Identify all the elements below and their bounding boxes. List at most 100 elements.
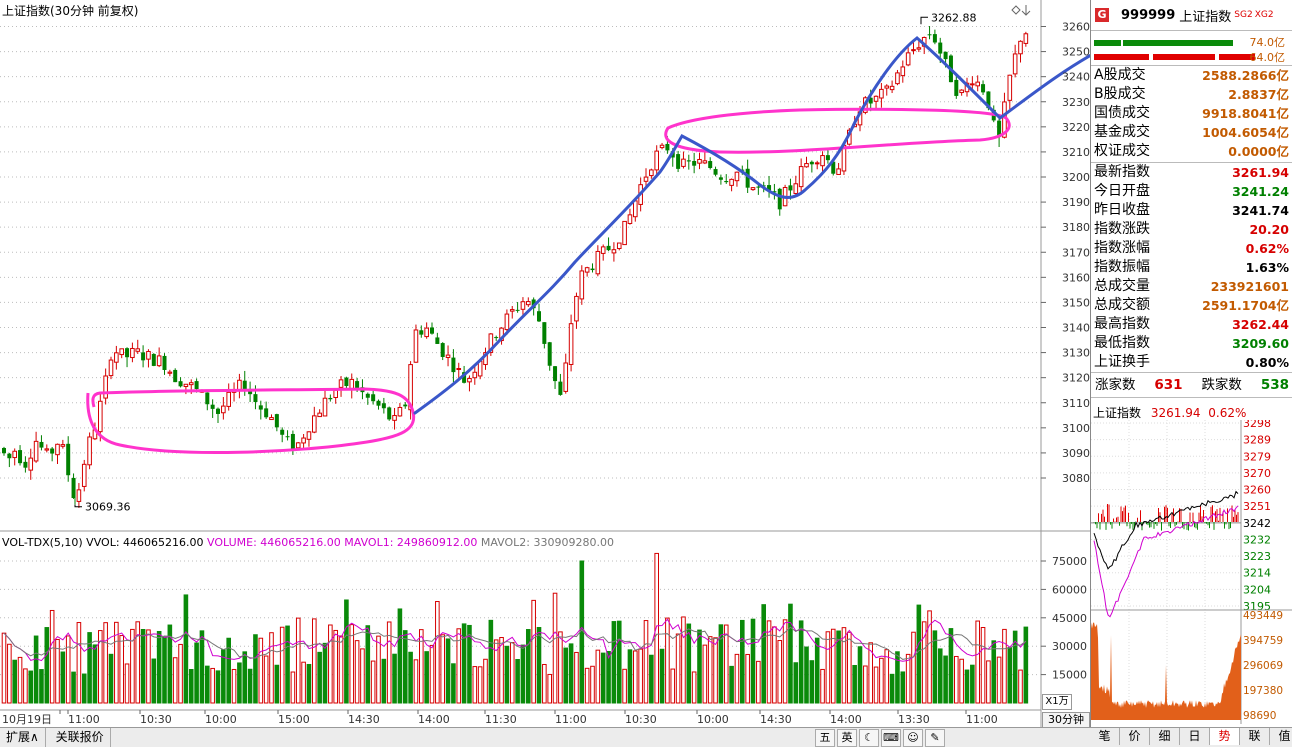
volume-bar (33, 635, 39, 704)
volume-bar (39, 669, 44, 704)
tag-xg2[interactable]: XG2 (1254, 10, 1274, 20)
candle-body (76, 489, 82, 502)
candle-body (322, 397, 328, 417)
volume-bar (172, 657, 178, 704)
candle-body (183, 383, 189, 388)
volume-bar (215, 670, 221, 704)
volume-bar (167, 624, 173, 704)
quote-row: 国债成交 9918.8041亿 (1091, 104, 1292, 123)
volume-bar (370, 660, 376, 704)
price-tick-label: 3210 (1062, 146, 1090, 159)
volume-legend: VOL-TDX(5,10) VVOL: 446065216.00 VOLUME:… (2, 536, 614, 549)
candle-body (451, 357, 456, 373)
time-tick-label: 10:30 (140, 713, 172, 726)
time-tick-label: 10:30 (625, 713, 657, 726)
panel-tab[interactable]: 值 (1270, 728, 1292, 745)
volume-bar (547, 673, 553, 704)
expand-button[interactable]: 扩展∧ (0, 728, 46, 747)
quote-row-value: 3209.60 (1232, 336, 1289, 351)
volume-bar (889, 673, 895, 704)
price-tick-label: 3090 (1062, 447, 1090, 460)
candle-body (248, 389, 253, 395)
candle-body (178, 381, 183, 387)
price-axis: 3080 3090 3100 3110 3120 3130 3140 3150 3160 3170… (1041, 21, 1090, 485)
panel-tab[interactable]: 联 (1240, 728, 1270, 745)
volume-bar (879, 657, 884, 704)
down-count: 538 (1260, 377, 1289, 393)
candle-body (1023, 33, 1029, 44)
panel-tab[interactable]: 日 (1180, 728, 1210, 745)
volume-bar (60, 651, 66, 704)
tag-sg2[interactable]: SG2 (1234, 10, 1253, 20)
mini-price-label: 3279 (1243, 450, 1271, 463)
volume-bar (338, 635, 344, 704)
volume-bar (413, 659, 419, 704)
volume-bar (285, 625, 290, 704)
volume-bar (119, 635, 125, 704)
volume-legend-item: MAVOL2: 330909280.00 (477, 536, 614, 549)
candle-body (574, 295, 579, 322)
time-tick-label: 10:00 (205, 713, 237, 726)
volume-bar (905, 653, 911, 704)
panel-tab[interactable]: 势 (1210, 728, 1240, 745)
candle-body (718, 177, 723, 180)
quote-row: 指数振幅 1.63% (1091, 258, 1292, 277)
volume-bar (349, 624, 355, 704)
candle-body (547, 342, 552, 366)
volume-bar (740, 619, 745, 704)
candle-body (986, 91, 991, 109)
mini-price-label: 3270 (1243, 467, 1271, 480)
low-marker (74, 504, 82, 508)
candle-body (981, 84, 986, 93)
intraday-mini-chart[interactable]: 3298 3289 3279 3270 3260 3251 3242 3232 3223 3214… (1091, 420, 1292, 724)
ime-keyboard-icon[interactable]: ⌨ (881, 729, 901, 747)
volume-bar (996, 656, 1002, 704)
quote-row-value: 3241.74 (1232, 203, 1289, 218)
volume-bar (205, 665, 210, 704)
ime-wubi-icon[interactable]: 五 (815, 729, 835, 747)
candle-body (135, 348, 141, 352)
volume-bar (782, 619, 788, 704)
panel-tab[interactable]: 细 (1150, 728, 1180, 745)
mini-price-line (1093, 490, 1239, 570)
volume-bar (584, 667, 590, 704)
candle-body (344, 377, 349, 387)
panel-tab[interactable]: 笔 (1090, 728, 1120, 745)
candle-body (734, 171, 740, 182)
time-tick-label: 10月19日 (2, 713, 52, 726)
volume-bar (456, 628, 462, 704)
arrow-down-icon (1021, 5, 1031, 16)
volume-bar (306, 663, 312, 704)
ime-user-icon[interactable]: ☺ (903, 729, 923, 747)
candle-body (285, 436, 290, 438)
timeframe-selector[interactable]: 30分钟 (1042, 712, 1090, 728)
price-tick-label: 3220 (1062, 121, 1090, 134)
related-quotes-button[interactable]: 关联报价 (50, 728, 111, 747)
ime-english-icon[interactable]: 英 (837, 729, 857, 747)
mini-price-label: 3260 (1243, 484, 1271, 497)
volume-bar (707, 636, 713, 704)
volume-bar (595, 649, 601, 704)
high-label: 3262.88 (931, 11, 977, 24)
ime-moon-icon[interactable]: ☾ (859, 729, 879, 747)
candle-body (71, 477, 76, 499)
up-count: 631 (1154, 377, 1183, 393)
ime-tool-icon[interactable]: ✎ (925, 729, 945, 747)
volume-bar (884, 649, 890, 704)
volume-bar (734, 653, 740, 704)
volume-bar (863, 665, 868, 704)
panel-tab[interactable]: 价 (1120, 728, 1150, 745)
volume-bar (558, 631, 563, 704)
quote-row: 最新指数 3261.94 (1091, 163, 1292, 182)
volume-bar (81, 673, 87, 704)
volume-bar (761, 604, 767, 704)
quote-row-value: 2591.1704亿 (1202, 298, 1289, 313)
volume-bar (467, 624, 472, 704)
candle-body (430, 327, 434, 334)
volume-legend-item: VVOL: 446065216.00 (83, 536, 204, 549)
candle-body (301, 437, 306, 444)
quote-row-label: 总成交额 (1094, 297, 1150, 313)
candle-body (397, 406, 403, 417)
mini-volume-label: 296069 (1243, 660, 1283, 672)
